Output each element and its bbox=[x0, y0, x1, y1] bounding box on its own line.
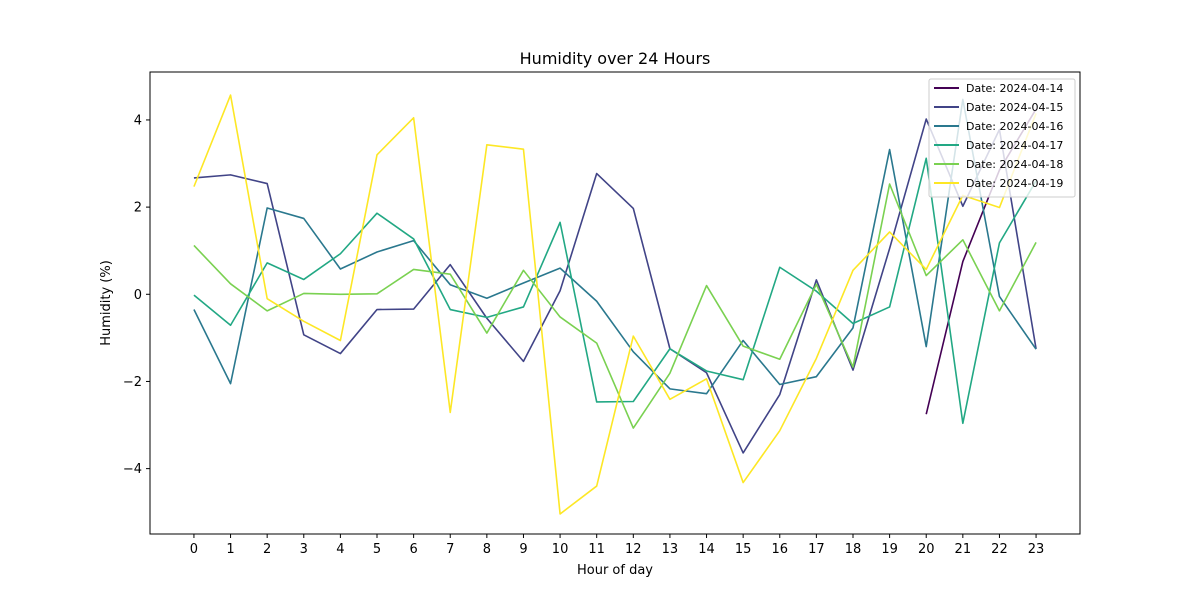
legend-label-1: Date: 2024-04-15 bbox=[966, 101, 1063, 114]
y-axis-label: Humidity (%) bbox=[99, 260, 114, 346]
x-tick-label: 4 bbox=[336, 542, 344, 557]
x-axis: 0 1 2 3 4 5 6 7 8 9 10 11 12 13 14 15 16 17 18 19 20 21 22 23 bbox=[190, 534, 1045, 557]
x-tick-label: 0 bbox=[190, 542, 198, 557]
x-tick-label: 13 bbox=[662, 542, 679, 557]
x-tick-label: 3 bbox=[300, 542, 308, 557]
x-tick-label: 21 bbox=[955, 542, 972, 557]
x-tick-label: 14 bbox=[698, 542, 715, 557]
series-layer bbox=[193, 94, 1037, 515]
x-tick-label: 19 bbox=[881, 542, 898, 557]
x-tick-label: 6 bbox=[409, 542, 417, 557]
chart-title: Humidity over 24 Hours bbox=[520, 49, 711, 68]
legend-label-2: Date: 2024-04-16 bbox=[966, 120, 1063, 133]
x-tick-label: 2 bbox=[263, 542, 271, 557]
x-tick-label: 20 bbox=[918, 542, 935, 557]
x-tick-label: 5 bbox=[373, 542, 381, 557]
x-tick-label: 18 bbox=[845, 542, 862, 557]
legend-label-0: Date: 2024-04-14 bbox=[966, 82, 1063, 95]
x-tick-label: 8 bbox=[483, 542, 491, 557]
x-tick-label: 10 bbox=[552, 542, 569, 557]
x-tick-label: 7 bbox=[446, 542, 454, 557]
x-tick-label: 23 bbox=[1028, 542, 1045, 557]
legend-label-5: Date: 2024-04-19 bbox=[966, 177, 1063, 190]
y-tick-label: −4 bbox=[123, 462, 142, 477]
x-tick-label: 1 bbox=[226, 542, 234, 557]
series-line-5 bbox=[193, 94, 1037, 515]
x-tick-label: 11 bbox=[588, 542, 605, 557]
x-tick-label: 16 bbox=[771, 542, 788, 557]
x-tick-label: 9 bbox=[519, 542, 527, 557]
y-tick-label: 4 bbox=[134, 113, 142, 128]
x-tick-label: 12 bbox=[625, 542, 642, 557]
legend-box bbox=[928, 78, 1076, 198]
legend: Date: 2024-04-14 Date: 2024-04-15 Date: 20… bbox=[928, 78, 1076, 198]
series-line-4 bbox=[193, 183, 1037, 429]
y-axis: −4 −2 0 2 4 bbox=[123, 113, 150, 477]
series-line-1 bbox=[193, 118, 1037, 454]
y-tick-label: 0 bbox=[134, 288, 142, 303]
x-tick-label: 15 bbox=[735, 542, 752, 557]
legend-label-4: Date: 2024-04-18 bbox=[966, 158, 1063, 171]
series-line-3 bbox=[193, 157, 1037, 425]
x-tick-label: 17 bbox=[808, 542, 825, 557]
x-axis-label: Hour of day bbox=[577, 563, 653, 578]
plot-frame bbox=[149, 71, 1081, 535]
series-line-2 bbox=[193, 98, 1037, 395]
y-tick-label: −2 bbox=[123, 375, 142, 390]
y-tick-label: 2 bbox=[134, 201, 142, 216]
legend-label-3: Date: 2024-04-17 bbox=[966, 139, 1063, 152]
x-tick-label: 22 bbox=[991, 542, 1008, 557]
